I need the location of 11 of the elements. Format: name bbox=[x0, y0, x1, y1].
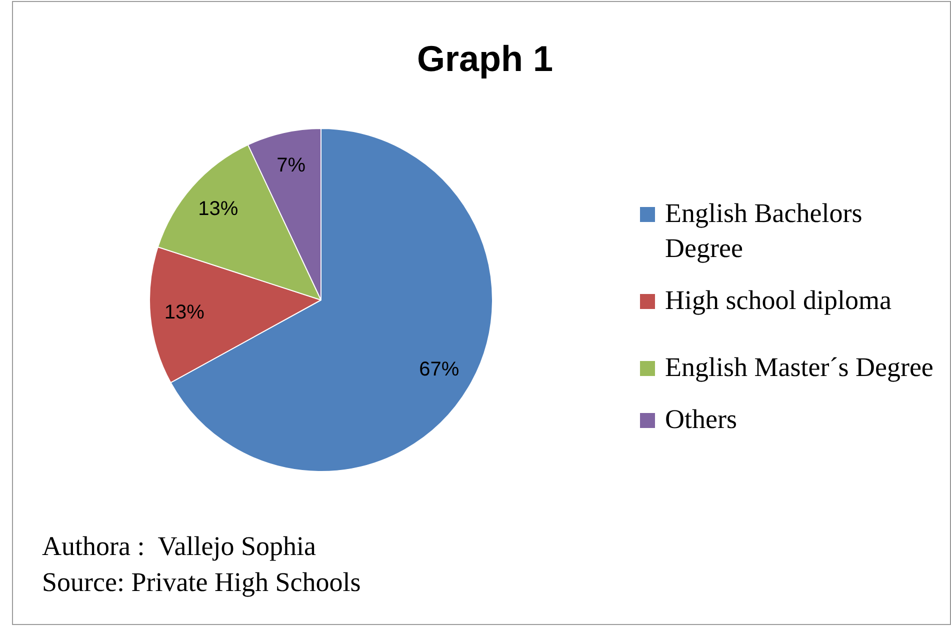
data-label: 7% bbox=[276, 154, 306, 177]
legend-label: English Master´s Degree bbox=[664, 351, 934, 384]
legend-label: High school diploma bbox=[664, 284, 892, 317]
data-label: 67% bbox=[419, 358, 460, 380]
legend-label: English Bachelors Degree bbox=[664, 197, 864, 265]
text: Authora : Vallejo Sophia bbox=[42, 530, 317, 563]
data-label: 13% bbox=[198, 198, 238, 220]
data-label: 13% bbox=[164, 301, 205, 324]
chart-title: Graph 1 bbox=[416, 38, 554, 80]
source-note: Source: Private High Schools bbox=[42, 566, 361, 599]
legend-label: Others bbox=[664, 403, 738, 436]
